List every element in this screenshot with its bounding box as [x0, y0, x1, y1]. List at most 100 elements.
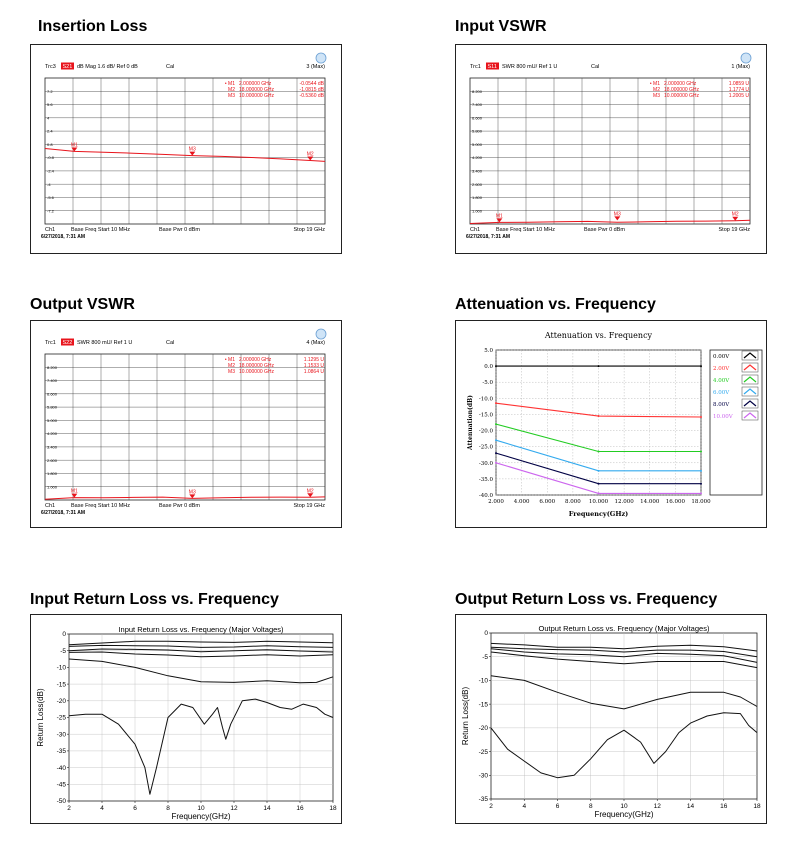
y-tick-label: 5.000: [47, 418, 58, 423]
readout-value: 1.0859 U: [729, 81, 750, 87]
readout-freq: 18.000000 GHz: [239, 363, 275, 369]
y-tick-label: 2.600: [472, 182, 483, 187]
marker-label: M2: [307, 488, 314, 494]
legend-swatch-line: [743, 376, 757, 383]
readout-freq: 2.000000 GHz: [239, 81, 272, 87]
series-point: [597, 365, 600, 368]
marker-triangle: [614, 216, 621, 221]
y-tick-label: -5: [482, 654, 488, 661]
y-tick-label: 3.400: [47, 445, 58, 450]
legend-swatch-line: [743, 364, 757, 371]
legend-label: 2.00V: [713, 366, 730, 372]
timestamp: 6/27/2018, 7:31 AM: [466, 234, 510, 240]
x-tick-label: 12: [654, 803, 662, 810]
series-line: [68, 651, 334, 658]
y-tick-label: -15: [57, 681, 67, 688]
series-point: [700, 469, 702, 472]
readout-name: M3: [228, 93, 235, 99]
legend-swatch-box: [741, 410, 759, 421]
legend-swatch-box: [741, 350, 759, 361]
readout-freq: 2.000000 GHz: [239, 357, 272, 363]
attenuation-title: Attenuation vs. Frequency: [455, 296, 656, 313]
readout-freq: 10.000000 GHz: [239, 93, 275, 99]
brand-logo-icon: [315, 52, 327, 64]
y-tick-label: 4: [47, 115, 50, 120]
readout-name: M2: [228, 87, 235, 93]
input-vswr-title: Input VSWR: [455, 18, 547, 35]
marker-label: M3: [189, 489, 196, 495]
y-tick-label: -2.4: [47, 169, 55, 174]
series-point: [495, 423, 497, 426]
chart-title: Input Return Loss vs. Frequency (Major V…: [118, 625, 284, 634]
marker-triangle: [496, 218, 503, 223]
y-tick-label: 0.0: [484, 364, 493, 370]
x-tick-label: 4.000: [514, 499, 530, 505]
marker-triangle: [732, 216, 739, 221]
y-tick-label: -4: [47, 182, 51, 187]
x-tick-label: 12: [230, 805, 238, 812]
y-tick-label: -45: [57, 782, 67, 789]
cal-label: Cal: [166, 64, 174, 70]
x-tick-label: 6: [133, 805, 137, 812]
x-tick-label: 14: [263, 805, 271, 812]
timestamp: 6/27/2018, 7:31 AM: [41, 234, 85, 240]
brand-logo-icon: [315, 328, 327, 340]
series-point: [495, 452, 497, 455]
power-label: Base Pwr 0 dBm: [584, 227, 625, 233]
series-line: [68, 698, 334, 795]
series-point: [597, 492, 600, 495]
chart-title: Attenuation vs. Frequency: [544, 331, 653, 340]
trace-count: 3 (Max): [306, 64, 325, 70]
legend-label: 6.00V: [713, 390, 730, 396]
y-tick-label: 4.200: [47, 431, 58, 436]
y-tick-label: 4.200: [472, 155, 483, 160]
output-return-loss-chart: Output Return Loss vs. Frequency (Major …: [455, 614, 767, 824]
sweep-label: Base Freq Start 10 MHz: [71, 227, 130, 233]
cal-label: Cal: [591, 64, 599, 70]
y-tick-label: 7.400: [472, 102, 483, 107]
x-tick-label: 18: [329, 805, 337, 812]
y-tick-label: -7.2: [47, 208, 55, 213]
x-tick-label: 16: [296, 805, 304, 812]
y-tick-label: 1.800: [472, 195, 483, 200]
series-point: [700, 365, 702, 368]
x-tick-label: 8: [589, 803, 593, 810]
readout-value: 1.1295 U: [304, 357, 325, 363]
y-tick-label: 2.4: [47, 129, 53, 134]
y-tick-label: 5.000: [472, 142, 483, 147]
y-tick-label: -30: [57, 731, 67, 738]
y-tick-label: -20: [479, 725, 489, 732]
timestamp: 6/27/2018, 7:31 AM: [41, 510, 85, 516]
series-line: [68, 644, 334, 648]
sweep-label: Base Freq Start 10 MHz: [496, 227, 555, 233]
channel-label: Ch1: [45, 227, 55, 233]
y-tick-label: 5.800: [472, 129, 483, 134]
y-tick-label: 3.400: [472, 169, 483, 174]
y-tick-label: 0.8: [47, 142, 53, 147]
legend-swatch-line: [743, 412, 757, 419]
cal-label: Cal: [166, 340, 174, 346]
series-point: [597, 469, 600, 472]
x-tick-label: 4: [100, 805, 104, 812]
x-tick-label: 14: [687, 803, 695, 810]
readout-value: 1.1774 U: [729, 87, 750, 93]
trace-count: 4 (Max): [306, 340, 325, 346]
x-tick-label: 10: [620, 803, 628, 810]
marker-label: M1: [496, 213, 503, 219]
param-label: S11: [488, 64, 497, 70]
series-point: [495, 365, 497, 368]
marker-triangle: [307, 493, 314, 498]
y-tick-label: -25.0: [479, 445, 494, 451]
readout-freq: 10.000000 GHz: [239, 369, 275, 375]
readout-name: M3: [653, 93, 660, 99]
y-tick-label: 6.600: [472, 115, 483, 120]
marker-label: M1: [71, 142, 78, 148]
x-tick-label: 8: [166, 805, 170, 812]
power-label: Base Pwr 0 dBm: [159, 503, 200, 509]
chart-title: Output Return Loss vs. Frequency (Major …: [539, 624, 710, 633]
x-tick-label: 16: [720, 803, 728, 810]
x-tick-label: 2: [489, 803, 493, 810]
y-tick-label: 1.000: [472, 208, 483, 213]
y-axis-label: Return Loss(dB): [36, 688, 45, 747]
series-line: [490, 642, 758, 652]
